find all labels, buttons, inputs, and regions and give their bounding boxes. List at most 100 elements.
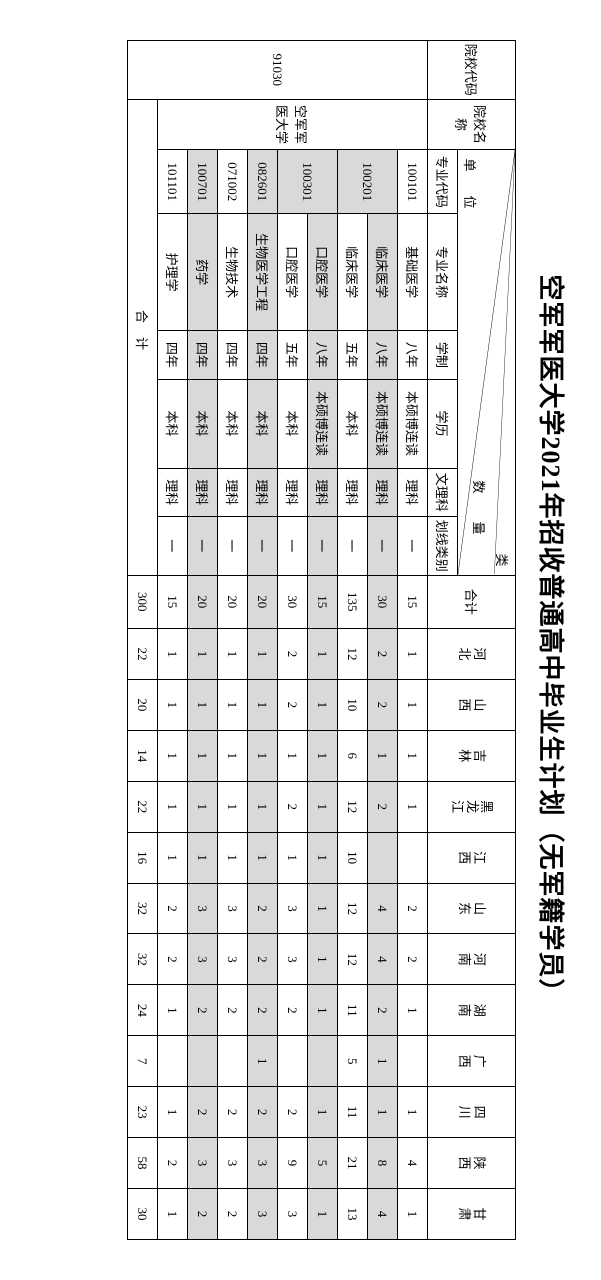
total-value: 58	[128, 1138, 158, 1189]
cell-value: 1	[158, 730, 188, 781]
hdr-prov-5: 山东	[428, 883, 516, 934]
table-row: 101101护理学四年本科理科一1511111221121	[158, 41, 188, 1240]
total-value: 24	[128, 985, 158, 1036]
cell-dur: 八年	[398, 331, 428, 379]
hdr-prov-3: 黑龙江	[428, 781, 516, 832]
cell-value: 2	[368, 985, 398, 1036]
cell-value: 1	[308, 985, 338, 1036]
cell-line: 一	[338, 516, 368, 575]
table-row: 口腔医学五年本科理科一3022121332293	[278, 41, 308, 1240]
cell-name: 口腔医学	[278, 214, 308, 331]
cell-dur: 四年	[188, 331, 218, 379]
cell-value: 2	[158, 883, 188, 934]
cell-value: 5	[338, 1036, 368, 1087]
page-title: 空军军医大学2021年招收普通高中毕业生计划（无军籍学员）	[534, 40, 571, 1240]
cell-value: 6	[338, 730, 368, 781]
cell-value: 2	[368, 629, 398, 680]
cell-value: 10	[338, 679, 368, 730]
cell-sum: 15	[158, 575, 188, 628]
cell-name: 口腔医学	[308, 214, 338, 331]
cell-value: 3	[188, 934, 218, 985]
cell-edu: 本科	[278, 379, 308, 468]
cell-value: 11	[338, 1087, 368, 1138]
cell-value: 1	[218, 832, 248, 883]
cell-value: 1	[308, 883, 338, 934]
cell-value: 1	[398, 679, 428, 730]
total-value: 20	[128, 679, 158, 730]
cell-value	[368, 832, 398, 883]
cell-value: 2	[368, 679, 398, 730]
cell-sum: 30	[278, 575, 308, 628]
cell-value: 1	[188, 832, 218, 883]
hdr-code: 院校代码	[428, 41, 516, 100]
total-sum: 300	[128, 575, 158, 628]
hdr-majname: 专业名称	[428, 214, 458, 331]
cell-value: 2	[158, 1138, 188, 1189]
cell-dur: 八年	[368, 331, 398, 379]
cell-dur: 五年	[278, 331, 308, 379]
hdr-sci: 文理科	[428, 468, 458, 516]
cell-edu: 本硕博连读	[308, 379, 338, 468]
cell-name: 生物技术	[218, 214, 248, 331]
cell-dur: 五年	[338, 331, 368, 379]
cell-value: 1	[218, 629, 248, 680]
school-name-cell: 空军军医大学	[158, 99, 428, 150]
cell-value: 1	[398, 985, 428, 1036]
cell-value: 3	[218, 934, 248, 985]
cell-edu: 本科	[338, 379, 368, 468]
cell-value: 1	[308, 1087, 338, 1138]
hdr-dur: 学制	[428, 331, 458, 379]
cell-value: 2	[158, 934, 188, 985]
table-row: 071002生物技术四年本科理科一2011111332232	[218, 41, 248, 1240]
total-value: 22	[128, 629, 158, 680]
cell-value: 4	[368, 1188, 398, 1239]
cell-value: 8	[368, 1138, 398, 1189]
cell-sum: 15	[398, 575, 428, 628]
cell-name: 临床医学	[338, 214, 368, 331]
cell-value: 2	[398, 934, 428, 985]
cell-line: 一	[308, 516, 338, 575]
hdr-prov-6: 河南	[428, 934, 516, 985]
cell-sci: 理科	[368, 468, 398, 516]
cell-value: 1	[308, 832, 338, 883]
cell-value	[278, 1036, 308, 1087]
cell-value	[188, 1036, 218, 1087]
cell-value: 13	[338, 1188, 368, 1239]
cell-sci: 理科	[188, 468, 218, 516]
cell-value: 2	[248, 1087, 278, 1138]
cell-value: 1	[158, 985, 188, 1036]
cell-name: 药学	[188, 214, 218, 331]
cell-value: 1	[398, 781, 428, 832]
cell-value: 3	[278, 1188, 308, 1239]
cell-value: 3	[278, 883, 308, 934]
school-code-cell: 91030	[128, 41, 428, 100]
cell-sum: 135	[338, 575, 368, 628]
table-row: 临床医学五年本科理科一1351210612101212115112113	[338, 41, 368, 1240]
major-code: 100101	[398, 150, 428, 214]
cell-value: 2	[218, 985, 248, 1036]
cell-line: 一	[218, 516, 248, 575]
cell-value: 2	[368, 781, 398, 832]
hdr-prov-8: 广西	[428, 1036, 516, 1087]
hdr-line: 划线类别	[428, 516, 458, 575]
hdr-sum: 合计	[428, 575, 516, 628]
hdr-majcode: 专业代码	[428, 150, 458, 214]
cell-name: 临床医学	[368, 214, 398, 331]
cell-value: 3	[188, 883, 218, 934]
hdr-prov-0: 河北	[428, 629, 516, 680]
cell-value: 21	[338, 1138, 368, 1189]
cell-sci: 理科	[278, 468, 308, 516]
cell-value: 2	[188, 985, 218, 1036]
cell-value: 12	[338, 781, 368, 832]
cell-value: 1	[158, 679, 188, 730]
cell-value: 1	[158, 781, 188, 832]
hdr-school: 院校名称	[428, 99, 516, 150]
cell-value: 2	[278, 781, 308, 832]
cell-value: 1	[368, 1087, 398, 1138]
cell-sci: 理科	[308, 468, 338, 516]
major-code: 100301	[278, 150, 338, 214]
cell-sum: 30	[368, 575, 398, 628]
cell-value: 1	[248, 832, 278, 883]
cell-value: 1	[278, 832, 308, 883]
cell-value: 12	[338, 629, 368, 680]
